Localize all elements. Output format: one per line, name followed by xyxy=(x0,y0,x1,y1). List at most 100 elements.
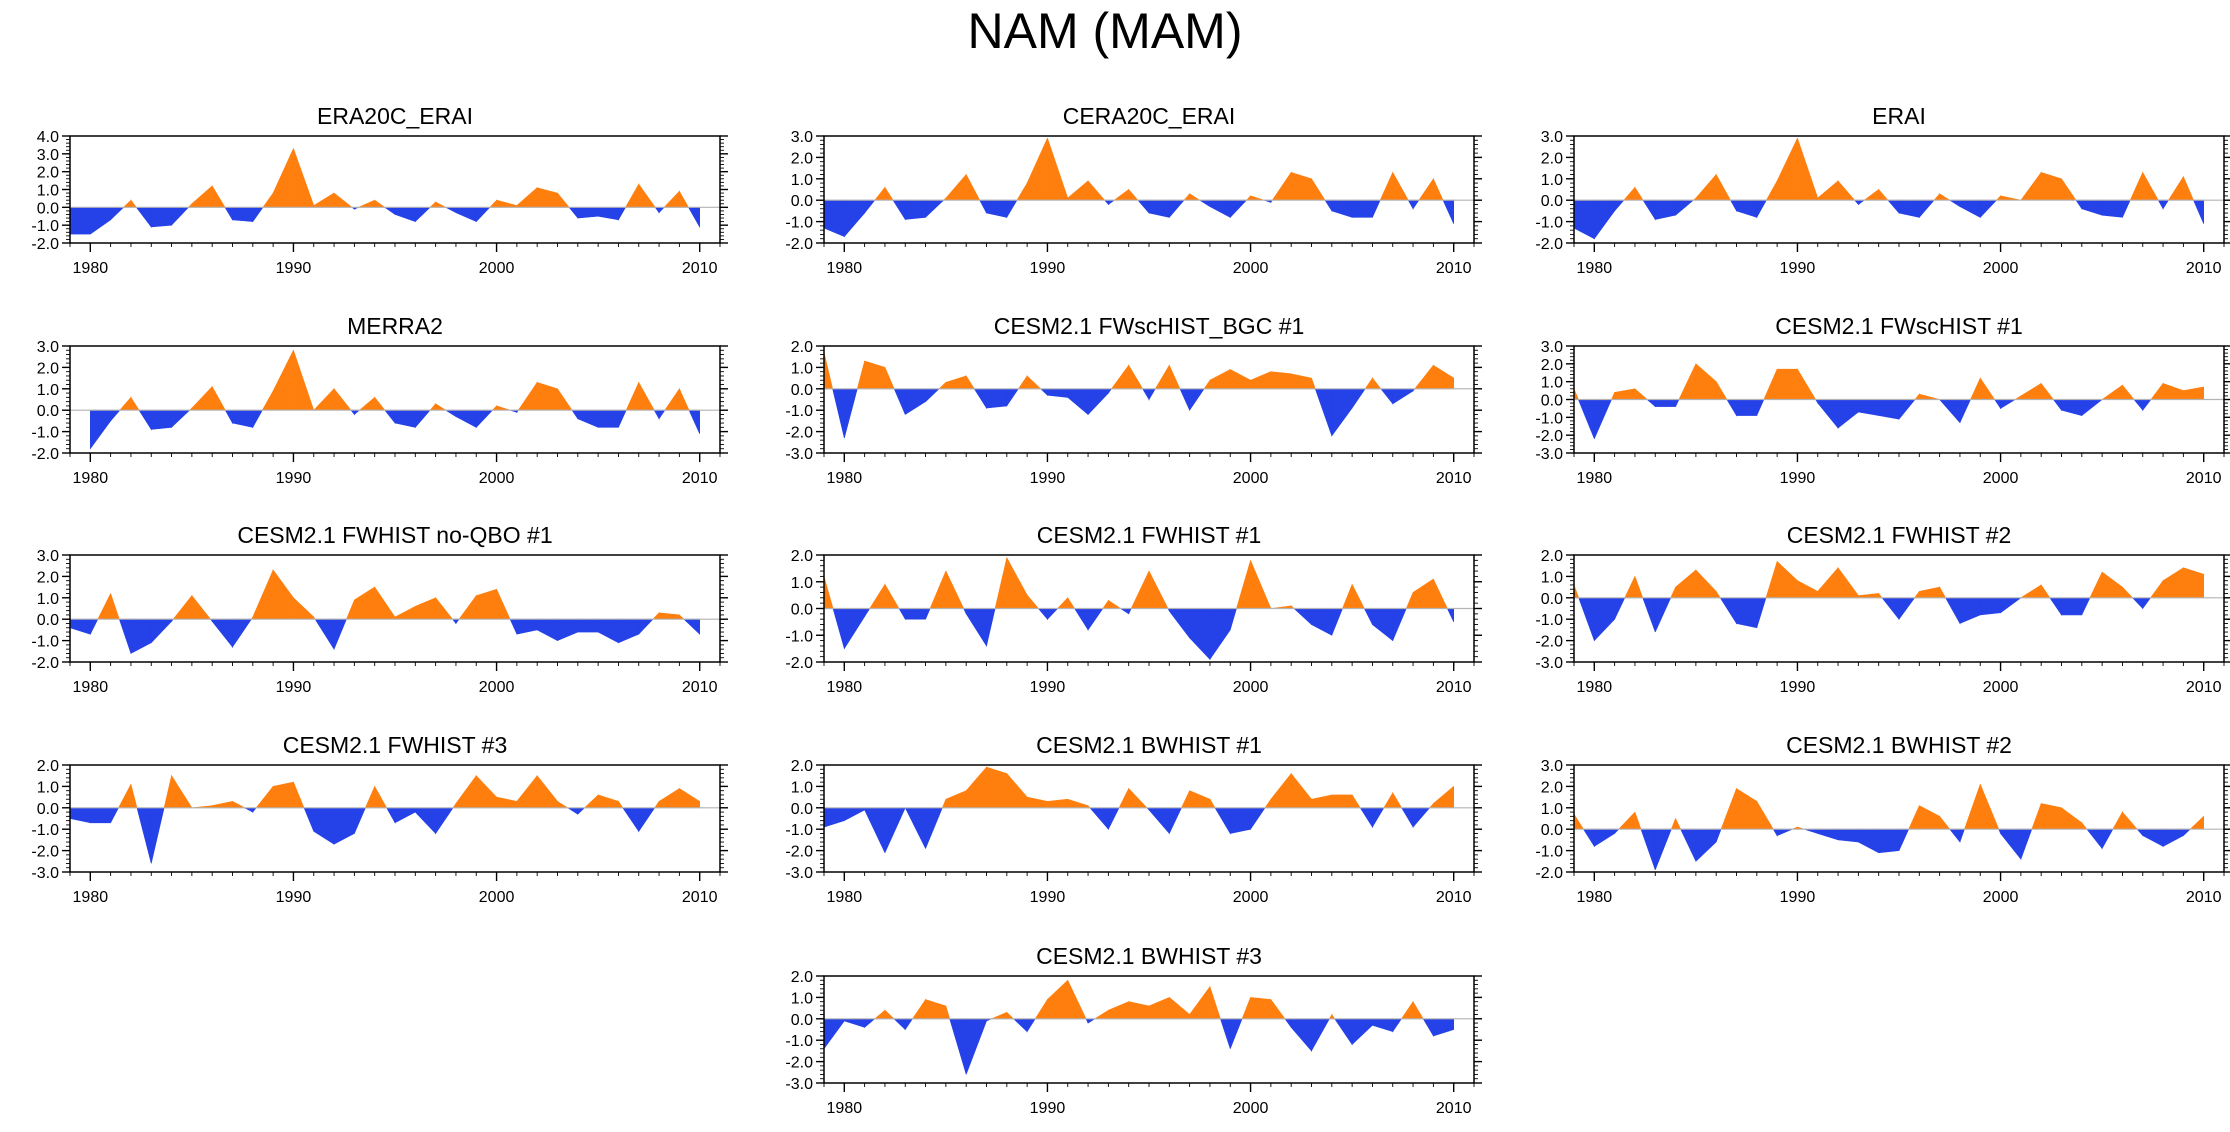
area-segment-1982 xyxy=(1634,388,1648,400)
area-segment-1982 xyxy=(1640,828,1656,870)
y-tick-label: -2.0 xyxy=(785,844,813,861)
area-segment-2006 xyxy=(2133,399,2144,412)
area-segment-1991 xyxy=(313,192,335,208)
y-tick-label: -2.0 xyxy=(785,425,813,442)
area-segment-1983 xyxy=(1654,828,1672,870)
area-segment-1995 xyxy=(1154,364,1170,390)
area-segment-2002 xyxy=(536,618,558,642)
area-segment-1982 xyxy=(893,1018,906,1031)
area-segment-1983 xyxy=(150,807,165,864)
area-segment-1984 xyxy=(171,774,193,809)
area-segment-1985 xyxy=(945,790,967,809)
area-segment-1985 xyxy=(191,385,213,411)
area-segment-1997 xyxy=(1203,379,1211,390)
area-segment-2003 xyxy=(1328,1013,1333,1020)
area-segment-1997 xyxy=(445,207,457,214)
panel-7: CESM2.1 FWHIST no-QBO #1 3.0 2.0 1.0 0.0 -1.0… xyxy=(31,522,728,696)
area-segment-1995 xyxy=(1914,393,1920,400)
y-tick-label: -3.0 xyxy=(31,865,59,882)
y-tick-label: -2.0 xyxy=(1535,634,1563,651)
y-tick-label: -1.0 xyxy=(31,822,59,839)
area-segment-1998 xyxy=(1959,199,1981,218)
area-segment-1980 xyxy=(844,807,865,822)
area-segment-1994 xyxy=(1881,597,1900,621)
area-segment-1999 xyxy=(1245,195,1251,201)
area-segment-1997 xyxy=(1198,199,1211,208)
area-segment-2006 xyxy=(618,618,640,644)
area-segment-1994 xyxy=(1887,199,1900,214)
x-tick-label: 1980 xyxy=(73,470,109,487)
y-tick-label: 3.0 xyxy=(37,548,59,565)
area-segment-2006 xyxy=(2122,199,2131,218)
area-segment-1997 xyxy=(1189,193,1201,201)
area-segment-1996 xyxy=(1183,192,1190,201)
y-tick-label: 2.0 xyxy=(791,758,813,775)
area-segment-1987 xyxy=(994,557,1008,609)
area-segment-1996 xyxy=(1181,790,1190,809)
panel-1: ERA20C_ERAI 4.03.02.01.00.0-1.0-2.0 1980 19… xyxy=(31,103,728,277)
y-tick-label: 3.0 xyxy=(37,147,59,164)
x-tick-label: 1980 xyxy=(1577,260,1613,277)
area-segment-1981 xyxy=(864,1018,876,1029)
area-segment-1984 xyxy=(925,807,943,849)
y-tick-label: 1.0 xyxy=(37,779,59,796)
area-segment-2008 xyxy=(2162,383,2184,400)
area-segment-1999 xyxy=(1979,597,2001,616)
area-segment-1995 xyxy=(1148,570,1169,609)
area-segment-1987 xyxy=(232,207,254,222)
area-segment-2001 xyxy=(1270,772,1292,809)
area-segment-2007 xyxy=(1407,199,1414,210)
area-segment-1990 xyxy=(293,350,315,411)
area-segment-1994 xyxy=(374,396,386,411)
area-segment-1990 xyxy=(293,148,315,208)
area-segment-2004 xyxy=(1342,584,1353,609)
y-tick-label: 3.0 xyxy=(791,129,813,146)
y-tick-label: 3.0 xyxy=(37,339,59,356)
area-segment-1980 xyxy=(844,199,865,238)
area-segment-1986 xyxy=(965,1018,987,1075)
area-segment-1985 xyxy=(945,570,965,609)
area-segment-2004 xyxy=(577,207,599,219)
y-tick-label: 0.0 xyxy=(37,403,59,420)
area-segment-2009 xyxy=(2183,176,2194,201)
area-segment-1990 xyxy=(1047,608,1059,620)
x-tick-label: 2010 xyxy=(1436,470,1472,487)
area-segment-1995 xyxy=(1148,807,1170,835)
area-segment-1996 xyxy=(1169,996,1190,1020)
area-segment-1999 xyxy=(475,207,491,223)
area-segment-2005 xyxy=(597,207,619,221)
plot-frame xyxy=(823,135,1475,244)
area-segment-1984 xyxy=(1675,399,1680,407)
y-tick-label: -1.0 xyxy=(31,218,59,235)
y-tick-label: 2.0 xyxy=(37,360,59,377)
area-segment-2005 xyxy=(2112,810,2123,830)
area-segment-2007 xyxy=(638,381,655,411)
area-segment-1984 xyxy=(1680,828,1697,862)
area-segment-1989 xyxy=(1026,796,1048,809)
area-segment-1991 xyxy=(1067,596,1076,609)
area-segment-1982 xyxy=(884,367,895,390)
area-segment-1996 xyxy=(1169,807,1182,834)
y-tick-label: -1.0 xyxy=(31,425,59,442)
area-segment-2004 xyxy=(577,807,586,815)
y-tick-label: 0.0 xyxy=(1541,591,1563,608)
area-segment-1995 xyxy=(1898,199,1920,218)
area-segment-2009 xyxy=(679,787,700,809)
area-segment-1981 xyxy=(864,608,871,618)
area-segment-1995 xyxy=(1914,590,1920,599)
area-segment-2004 xyxy=(1331,199,1353,218)
x-tick-label: 2010 xyxy=(2186,889,2222,906)
area-segment-1984 xyxy=(925,608,931,620)
panel-2: CERA20C_ERAI 3.0 2.0 1.0 0.0 -1.0 -2.0 1980 1990… xyxy=(785,103,1482,277)
area-segment-1991 xyxy=(1067,180,1089,201)
area-segment-2007 xyxy=(1392,171,1409,201)
area-segment-1992 xyxy=(333,618,347,650)
area-segment-1986 xyxy=(1719,597,1737,625)
area-segment-2001 xyxy=(2020,171,2042,201)
area-segment-2001 xyxy=(516,774,538,809)
y-tick-label: 1.0 xyxy=(791,360,813,377)
area-segment-1999 xyxy=(475,409,494,429)
x-tick-label: 1990 xyxy=(276,260,312,277)
area-segment-1998 xyxy=(1959,828,1965,843)
area-segment-1994 xyxy=(1128,608,1132,614)
